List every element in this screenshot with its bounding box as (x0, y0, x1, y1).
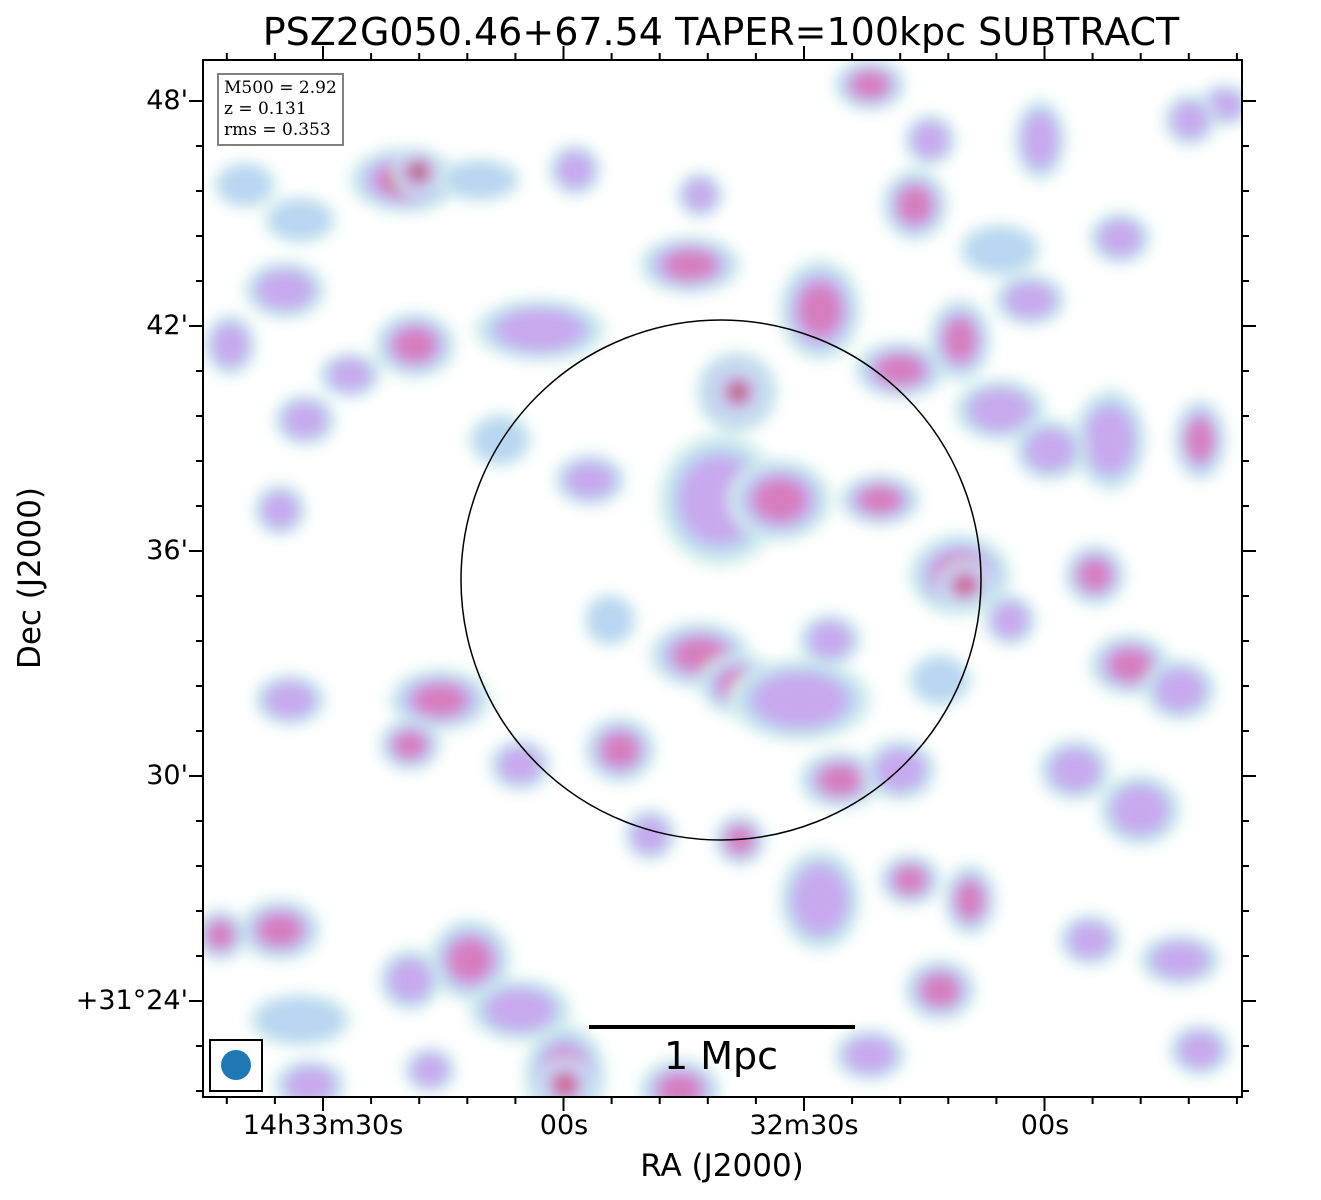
emission-blob (894, 866, 926, 894)
x-tick-label: 00s (539, 1110, 589, 1141)
emission-blob (799, 284, 841, 336)
emission-blob (921, 974, 959, 1006)
emission-blob (495, 308, 585, 352)
emission-blob (557, 152, 593, 188)
r500-circle (460, 319, 982, 841)
emission-blob (913, 657, 967, 703)
emission-blob (1109, 649, 1151, 681)
emission-blob (1152, 942, 1208, 978)
emission-blob (1079, 559, 1111, 591)
emission-blob (1050, 748, 1100, 792)
emission-blob (394, 731, 426, 759)
emission-blob (473, 417, 527, 463)
y-tick-label: 42' (146, 310, 188, 341)
emission-blob (992, 602, 1028, 638)
emission-blob (218, 165, 272, 205)
emission-blob (269, 200, 331, 240)
emission-blob (965, 227, 1035, 273)
emission-blob (445, 161, 515, 199)
emission-blob (1112, 785, 1168, 835)
emission-blob (556, 1076, 574, 1094)
emission-blob (1155, 668, 1205, 712)
emission-blob (601, 733, 639, 767)
emission-blob (1178, 1032, 1222, 1068)
emission-blob (808, 622, 852, 658)
emission-blob (956, 881, 984, 919)
beam-ellipse (221, 1050, 251, 1080)
emission-blob (859, 486, 901, 514)
emission-blob (659, 1074, 701, 1097)
emission-blob (256, 997, 344, 1043)
emission-blob (414, 684, 466, 716)
emission-blob (259, 914, 301, 946)
emission-blob (262, 492, 298, 528)
chart-title: PSZ2G050.46+67.54 TAPER=100kpc SUBTRACT (262, 10, 1180, 54)
y-tick-label: 36' (146, 535, 188, 566)
axis-ticks (189, 46, 1256, 1111)
emission-blob (394, 328, 436, 362)
emission-blob (819, 765, 861, 795)
emission-blob (734, 388, 742, 396)
emission-blob (875, 748, 925, 792)
emission-blob (851, 71, 889, 99)
y-tick-label: +31°24' (75, 985, 188, 1016)
x-axis-label: RA (J2000) (640, 1148, 804, 1184)
emission-blob (845, 1037, 895, 1073)
emission-blob (664, 250, 716, 280)
emission-blob (565, 462, 615, 498)
emission-blob (1025, 428, 1075, 472)
emission-blob (498, 747, 542, 783)
emission-blob (684, 179, 716, 211)
emission-blob (328, 359, 372, 391)
emission-blob (754, 479, 806, 521)
emission-blob (1022, 112, 1058, 168)
scale-bar-label: 1 Mpc (663, 1034, 779, 1078)
emission-blob (257, 270, 313, 310)
emission-blob (956, 577, 974, 593)
info-redshift: z = 0.131 (224, 99, 307, 119)
emission-blob (1098, 220, 1142, 256)
emission-blob (412, 1054, 448, 1086)
emission-blob (283, 402, 327, 438)
emission-blob (968, 388, 1032, 432)
beam-box (209, 1039, 263, 1092)
emission-map (203, 60, 1242, 1097)
emission-blob (944, 319, 976, 361)
emission-blob (898, 186, 932, 224)
emission-blob (1068, 922, 1112, 958)
y-tick-label: 30' (146, 760, 188, 791)
info-rms: rms = 0.353 (224, 120, 331, 140)
info-mass: M500 = 2.92 (224, 78, 337, 98)
emission-blob (876, 355, 924, 385)
emission-blob (449, 939, 491, 981)
y-tick-label: 48' (146, 85, 188, 116)
emission-blob (265, 682, 315, 718)
emission-blob (388, 958, 432, 1002)
emission-blob (752, 672, 848, 728)
x-tick-label: 00s (1020, 1110, 1070, 1141)
emission-blob (414, 168, 422, 176)
emission-blob (912, 122, 948, 158)
emission-blob (485, 988, 555, 1032)
emission-blob (212, 323, 248, 367)
emission-blob (792, 865, 848, 935)
emission-blob (1186, 419, 1214, 461)
info-box: M500 = 2.92 z = 0.131 rms = 0.353 (217, 73, 344, 146)
x-tick-label: 32m30s (749, 1110, 859, 1141)
emission-blob (206, 921, 234, 949)
plot-frame (202, 59, 1243, 1098)
emission-blob (1005, 282, 1055, 318)
emission-blob (1172, 102, 1208, 138)
emission-blob (285, 1067, 335, 1097)
emission-blob (1085, 405, 1135, 475)
x-tick-label: 14h33m30s (242, 1110, 404, 1141)
emission-blob (1207, 90, 1242, 120)
emission-blob (587, 597, 633, 643)
emission-blob (632, 817, 668, 853)
y-axis-label: Dec (J2000) (12, 486, 48, 670)
